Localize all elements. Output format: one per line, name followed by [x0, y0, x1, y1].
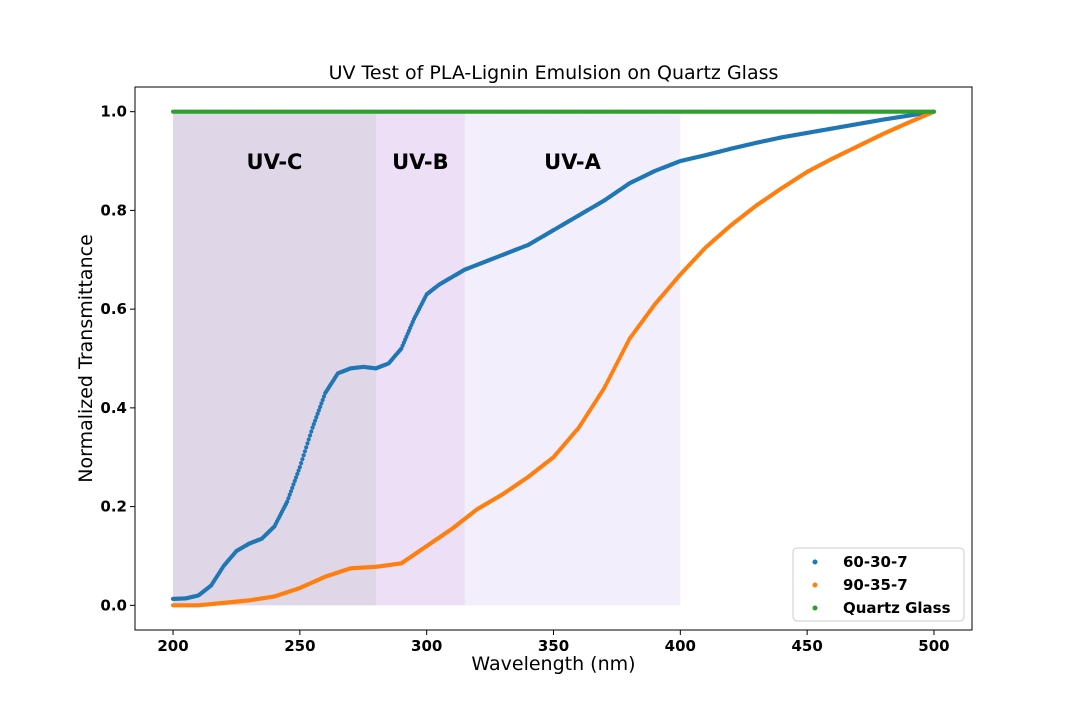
data-point — [319, 401, 324, 406]
data-point — [285, 499, 290, 504]
data-point — [309, 429, 314, 434]
y-tick-label: 0.2 — [100, 498, 127, 516]
data-point — [318, 404, 323, 409]
data-point — [299, 461, 304, 466]
series-quartz-glass — [170, 109, 937, 114]
y-tick-label: 0.4 — [100, 399, 127, 417]
data-point — [288, 489, 294, 494]
series-90-35-7 — [170, 109, 937, 608]
data-point — [304, 445, 309, 450]
data-point — [306, 437, 311, 442]
data-point — [297, 465, 302, 470]
uv-bands — [173, 111, 681, 606]
data-point — [307, 433, 313, 438]
legend-entry: Quartz Glass — [843, 599, 951, 617]
data-point — [292, 478, 297, 484]
y-tick-label: 0.6 — [100, 300, 127, 318]
chart-title: UV Test of PLA-Lignin Emulsion on Quartz… — [329, 62, 779, 84]
y-axis-label: Normalized Transmittance — [75, 234, 97, 483]
x-tick-label: 400 — [665, 637, 696, 655]
data-point — [286, 496, 291, 501]
uv-band-labels: UV-C UV-B UV-A — [247, 150, 602, 174]
data-point — [301, 453, 306, 458]
data-point — [300, 457, 305, 462]
data-point — [931, 109, 937, 114]
data-point — [291, 482, 296, 487]
legend-marker — [812, 582, 818, 588]
series-layer — [170, 109, 937, 608]
data-point — [302, 449, 308, 454]
legend-marker — [812, 605, 818, 611]
data-point — [296, 468, 301, 473]
x-tick-label: 250 — [284, 637, 315, 655]
data-point — [321, 394, 327, 399]
y-tick-label: 1.0 — [100, 103, 127, 121]
band-label-uv-c: UV-C — [247, 150, 303, 174]
data-point — [293, 475, 299, 480]
y-axis-ticks: 0.0 0.2 0.4 0.6 0.8 1.0 — [100, 103, 135, 614]
x-axis-label: Wavelength (nm) — [471, 653, 635, 675]
y-tick-label: 0.0 — [100, 596, 127, 614]
data-point — [320, 397, 325, 403]
legend-entry: 60-30-7 — [843, 553, 908, 571]
x-tick-label: 300 — [411, 637, 442, 655]
x-tick-label: 500 — [918, 637, 949, 655]
band-uv-c — [173, 111, 376, 606]
legend-marker — [812, 559, 818, 565]
band-label-uv-b: UV-B — [392, 150, 449, 174]
series-60-30-7 — [170, 109, 937, 602]
band-label-uv-a: UV-A — [544, 150, 601, 174]
data-point — [310, 425, 315, 430]
data-point — [295, 471, 300, 477]
x-tick-label: 450 — [791, 637, 822, 655]
band-uv-a — [464, 111, 681, 606]
data-point — [312, 418, 318, 423]
data-point — [305, 441, 310, 446]
x-axis-ticks: 200 250 300 350 400 450 500 — [157, 630, 950, 655]
data-point — [311, 422, 316, 427]
legend-box — [792, 547, 965, 622]
data-point — [287, 492, 292, 497]
legend: 60-30-7 90-35-7 Quartz Glass — [792, 547, 965, 622]
legend-entry: 90-35-7 — [843, 576, 908, 594]
data-point — [314, 415, 319, 420]
y-tick-label: 0.8 — [100, 201, 127, 219]
x-tick-label: 350 — [538, 637, 569, 655]
x-tick-label: 200 — [157, 637, 188, 655]
data-point — [316, 408, 321, 413]
data-point — [290, 485, 295, 490]
data-point — [315, 411, 320, 416]
